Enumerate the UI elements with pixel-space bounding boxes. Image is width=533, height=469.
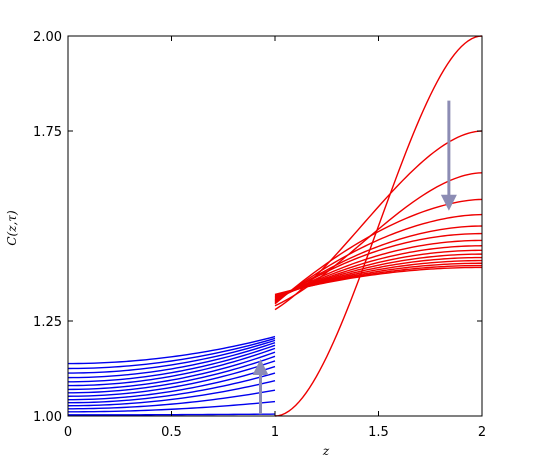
left-series-line — [67, 344, 276, 383]
left-series-line — [67, 372, 276, 404]
left-series-line — [67, 351, 276, 391]
right-series-line — [274, 266, 483, 296]
x-tick-label: 0.5 — [161, 425, 182, 440]
y-tick-label: 1.75 — [33, 125, 62, 140]
left-series-line — [67, 360, 276, 397]
left-series-line — [67, 355, 276, 394]
left-series-line — [67, 347, 276, 387]
right-series-line — [274, 225, 483, 303]
axis-ticks: 0 0.5 1 1.5 2 1.00 1.25 1.75 2.00 — [33, 30, 486, 440]
plot-area — [67, 35, 483, 417]
right-series-line — [274, 213, 483, 304]
y-tick-label: 2.00 — [33, 30, 62, 45]
right-series-line — [274, 232, 483, 302]
left-series-line — [67, 400, 276, 413]
left-series-line — [67, 341, 276, 379]
left-series-line — [67, 365, 276, 401]
right-series-line — [274, 245, 483, 301]
left-series-line — [67, 379, 276, 407]
x-tick-label: 1 — [271, 425, 279, 440]
left-series-line — [67, 337, 276, 370]
left-series-line — [67, 335, 276, 365]
x-tick-label: 0 — [64, 425, 72, 440]
y-axis-label: C(z,τ) — [5, 210, 19, 246]
right-series-line — [274, 239, 483, 302]
axes-frame — [67, 35, 483, 417]
left-series-line — [67, 339, 276, 374]
trend-arrow-head — [252, 359, 269, 375]
y-tick-label: 1.00 — [33, 410, 62, 425]
x-tick-label: 2 — [478, 425, 486, 440]
y-tick-label: 1.25 — [33, 315, 62, 330]
trend-arrow-head — [440, 194, 457, 211]
x-tick-label: 1.5 — [368, 425, 389, 440]
right-series-line — [274, 35, 483, 417]
x-axis-label: z — [322, 444, 330, 458]
left-series-line — [67, 389, 276, 410]
